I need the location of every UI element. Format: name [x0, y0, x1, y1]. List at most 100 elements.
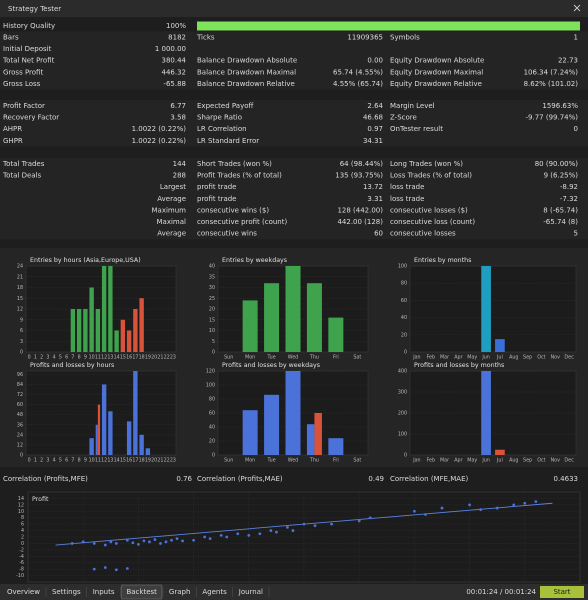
stat-label: Balance Drawdown Maximal [197, 68, 296, 76]
stat-value: 446.32 [162, 68, 187, 76]
scatter-point [103, 543, 107, 547]
tab-label[interactable]: Journal [238, 588, 263, 596]
x-tick-label: Sun [224, 355, 233, 361]
bar [126, 421, 132, 455]
stat-label: Total Deals [2, 172, 42, 180]
stat-value: 144 [173, 160, 187, 168]
y-tick-label: -10 [16, 573, 24, 579]
tab[interactable] [46, 585, 86, 599]
status-time: 00:01:24 / 00:01:24 [466, 588, 536, 596]
stat-value: 1.0022 (0.22%) [132, 137, 187, 145]
stat-label: Symbols [390, 34, 420, 42]
y-tick-label: 400 [398, 369, 407, 375]
x-tick-label: 12 [101, 355, 107, 361]
scatter-point [92, 567, 96, 571]
stat-label: Gross Profit [3, 68, 43, 76]
y-tick-label: 40 [209, 264, 215, 270]
y-tick-label: 30 [209, 285, 215, 291]
x-tick-label: 15 [120, 355, 126, 361]
scatter-point [92, 542, 96, 545]
scatter-point [181, 539, 184, 543]
chart-title: Entries by months [414, 257, 471, 264]
bar [264, 394, 280, 455]
tab[interactable] [121, 584, 163, 600]
tab-label[interactable]: Graph [169, 588, 190, 596]
tab[interactable] [197, 585, 232, 599]
x-tick-label: May [467, 355, 477, 361]
y-tick-label: 35 [209, 274, 215, 280]
x-tick-label: Aug [509, 355, 518, 361]
y-tick-label: 80 [209, 397, 215, 403]
x-tick-label: 6 [65, 355, 68, 361]
stat-label: Long Trades (won %) [390, 160, 463, 168]
scatter-point [468, 503, 471, 507]
x-tick-label: Feb [427, 458, 436, 464]
scatter-point [330, 522, 333, 526]
stat-label: consecutive wins ($) [197, 206, 269, 214]
bar [114, 330, 119, 352]
scatter-point [192, 538, 196, 542]
y-tick-label: 60 [401, 298, 407, 304]
scatter-point [70, 542, 74, 545]
stats-panel [0, 158, 588, 240]
scatter-point [114, 568, 118, 572]
stat-value: -9.77 (99.74%) [526, 114, 579, 122]
y-tick-label: 120 [206, 369, 215, 375]
x-tick-label: 17 [132, 355, 138, 361]
tab-label[interactable]: Agents [202, 588, 227, 596]
y-tick-label: -2 [19, 547, 24, 553]
scatter-point [125, 567, 129, 570]
x-tick-label: Jun [481, 458, 490, 464]
y-tick-label: 15 [17, 296, 23, 302]
x-tick-label: 19 [145, 458, 151, 464]
x-tick-label: 12 [101, 458, 107, 464]
x-tick-label: Jan [412, 355, 420, 361]
bar [495, 339, 505, 352]
title-bar [0, 0, 588, 17]
y-tick-label: 18 [17, 285, 23, 291]
x-tick-label: Mar [440, 355, 449, 361]
x-tick-label: 9 [84, 458, 87, 464]
x-tick-label: Feb [427, 355, 436, 361]
stat-label: Profit Factor [3, 102, 45, 110]
tab-label[interactable]: Inputs [93, 588, 115, 596]
stat-value: 0 [574, 125, 578, 133]
stat-value: 0.00 [367, 57, 383, 65]
stat-label: Total Net Profit [2, 57, 55, 65]
stat-label: Sharpe Ratio [197, 114, 242, 122]
stat-label: Balance Drawdown Relative [197, 80, 295, 88]
close-button[interactable] [573, 4, 581, 12]
stat-value: 135 (93.75%) [335, 172, 383, 180]
scatter-point [153, 538, 157, 541]
x-tick-label: Tue [266, 458, 275, 464]
tab-label[interactable]: Backtest [126, 588, 157, 596]
stat-label: Bars [3, 34, 19, 42]
tab[interactable] [87, 585, 120, 599]
x-tick-label: 14 [114, 355, 120, 361]
x-tick-label: Aug [509, 458, 518, 464]
x-tick-label: 22 [164, 355, 170, 361]
chart-title: Profits and losses by weekdays [222, 362, 320, 369]
stat-value: 8 (-65.74) [543, 206, 578, 214]
tab[interactable] [2, 585, 45, 599]
tab-label[interactable]: Overview [7, 588, 40, 596]
tab[interactable] [233, 585, 268, 599]
y-tick-label: 20 [209, 307, 215, 313]
stat-value: -7.32 [560, 195, 578, 203]
tab[interactable] [163, 585, 196, 599]
start-button[interactable] [540, 586, 584, 598]
x-tick-label: Nov [551, 355, 561, 361]
start-button-label[interactable]: Start [553, 588, 570, 596]
x-tick-label: 20 [151, 458, 157, 464]
x-tick-label: Nov [551, 458, 561, 464]
x-tick-label: 17 [132, 458, 138, 464]
x-tick-label: 3 [46, 355, 49, 361]
x-tick-label: 20 [151, 355, 157, 361]
y-tick-label: 60 [17, 402, 23, 408]
x-tick-label: Jan [412, 458, 420, 464]
stat-label: Gross Loss [3, 80, 41, 88]
stat-label: LR Correlation [197, 125, 247, 133]
x-tick-label: Fri [333, 458, 339, 464]
tab-label[interactable]: Settings [52, 588, 81, 596]
